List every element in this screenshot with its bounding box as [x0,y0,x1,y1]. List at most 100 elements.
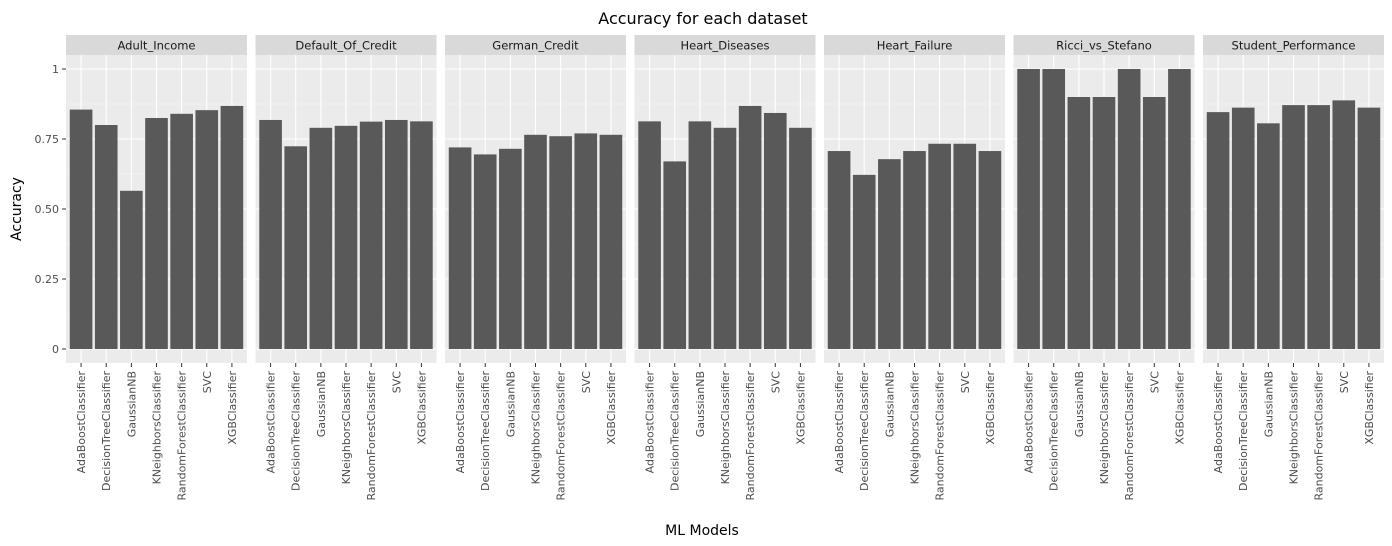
bar [789,127,812,349]
bar [1067,97,1091,349]
x-tick-label: GaussianNB [315,371,328,437]
x-tick-label: DecisionTreeClassifier [1048,371,1061,491]
x-tick-label: DecisionTreeClassifier [1237,371,1250,491]
x-tick-label: KNeighborsClassifier [340,371,353,485]
facet-panel-student-performance: Student_Performance AdaBoostClassifier Dec… [1203,35,1384,501]
x-tick-label: SVC [1338,371,1351,394]
x-tick-label: SVC [580,371,593,394]
bar [284,146,308,349]
bar [928,143,951,349]
x-tick-label: XGBClassifier [984,371,997,445]
bar [448,147,472,349]
bar [1231,107,1255,349]
facet-strip [66,35,247,55]
x-tick-label: GaussianNB [694,371,707,437]
bar [410,121,433,349]
x-tick-label: AdaBoostClassifier [265,371,278,474]
bar [1142,97,1166,349]
facet-strip-label: Ricci_vs_Stefano [1056,39,1152,53]
x-tick-label: SVC [959,371,972,394]
bar [1092,97,1116,349]
facet-strip-label: Heart_Failure [877,39,953,53]
bar [499,148,522,349]
bar [1307,105,1330,350]
facet-panels: Adult_Income AdaBoostClassifier DecisionTr… [66,35,1384,501]
bar [713,127,737,349]
bar [384,119,408,350]
bar [220,105,244,350]
bar [574,133,598,349]
x-tick-label: KNeighborsClassifier [530,371,543,485]
bar [978,151,1002,349]
x-tick-label: RandomForestClassifier [555,371,568,501]
bar [69,109,93,349]
facet-strip [255,35,437,55]
x-tick-label: RandomForestClassifier [176,371,189,501]
facet-panel-heart-diseases: Heart_Diseases AdaBoostClassifier Decision… [634,35,816,501]
x-tick-label: XGBClassifier [1173,371,1186,445]
facet-strip-label: Student_Performance [1232,39,1356,53]
bar [763,112,787,350]
x-tick-label: XGBClassifier [794,371,807,445]
x-tick-label: AdaBoostClassifier [454,371,467,474]
x-tick-label: SVC [1148,371,1161,394]
x-tick-label: SVC [390,371,403,394]
bar [1168,69,1191,349]
bar [549,136,572,349]
bar [145,118,168,349]
bar [1206,112,1230,350]
bar [688,121,712,349]
facet-strip [634,35,816,55]
y-tick-label: 0.50 [35,203,60,216]
x-tick-label: GaussianNB [1073,371,1086,437]
x-tick-label: XGBClassifier [1363,371,1376,445]
x-tick-label: RandomForestClassifier [1313,371,1326,501]
facet-strip-label: Heart_Diseases [681,39,770,53]
bar [1257,123,1280,349]
bar [120,190,143,349]
facet-panel-german-credit: German_Credit AdaBoostClassifier DecisionT… [445,35,626,501]
x-tick-label: KNeighborsClassifier [719,371,732,485]
bar [878,159,901,349]
x-tick-label: RandomForestClassifier [365,371,378,501]
x-tick-label: GaussianNB [125,371,138,437]
facet-strip [824,35,1005,55]
x-tick-label: DecisionTreeClassifier [290,371,303,491]
facet-strip-label: German_Credit [492,39,579,53]
facet-strip [1203,35,1384,55]
facet-panel-default-of-credit: Default_Of_Credit AdaBoostClassifier Decis… [255,35,437,501]
x-tick-label: AdaBoostClassifier [1023,371,1036,474]
bar [953,143,977,349]
chart-title: Accuracy for each dataset [598,9,807,28]
x-tick-label: DecisionTreeClassifier [479,371,492,491]
bar [1282,105,1305,350]
bar [1042,69,1066,349]
bar [334,125,358,349]
facet-strip-label: Adult_Income [117,39,195,53]
bar [259,119,282,350]
x-tick-label: XGBClassifier [226,371,239,445]
bar [852,174,876,349]
x-tick-label: GaussianNB [1262,371,1275,437]
y-tick-label: 1 [52,63,59,76]
facet-panel-adult-income: Adult_Income AdaBoostClassifier DecisionTr… [66,35,247,501]
x-tick-label: DecisionTreeClassifier [100,371,113,491]
x-tick-label: RandomForestClassifier [744,371,757,501]
x-tick-label: AdaBoostClassifier [644,371,657,474]
bar [827,151,851,349]
bar [1017,69,1040,349]
bar [94,125,118,349]
bar [473,154,497,349]
y-tick-label: 0 [52,343,59,356]
facet-strip [1013,35,1195,55]
x-tick-label: KNeighborsClassifier [151,371,164,485]
bar [170,113,193,349]
x-tick-label: KNeighborsClassifier [1098,371,1111,485]
facet-strip [445,35,626,55]
bar [663,161,687,349]
x-axis-title: ML Models [665,523,739,539]
bar [359,121,383,349]
bar [195,110,219,349]
